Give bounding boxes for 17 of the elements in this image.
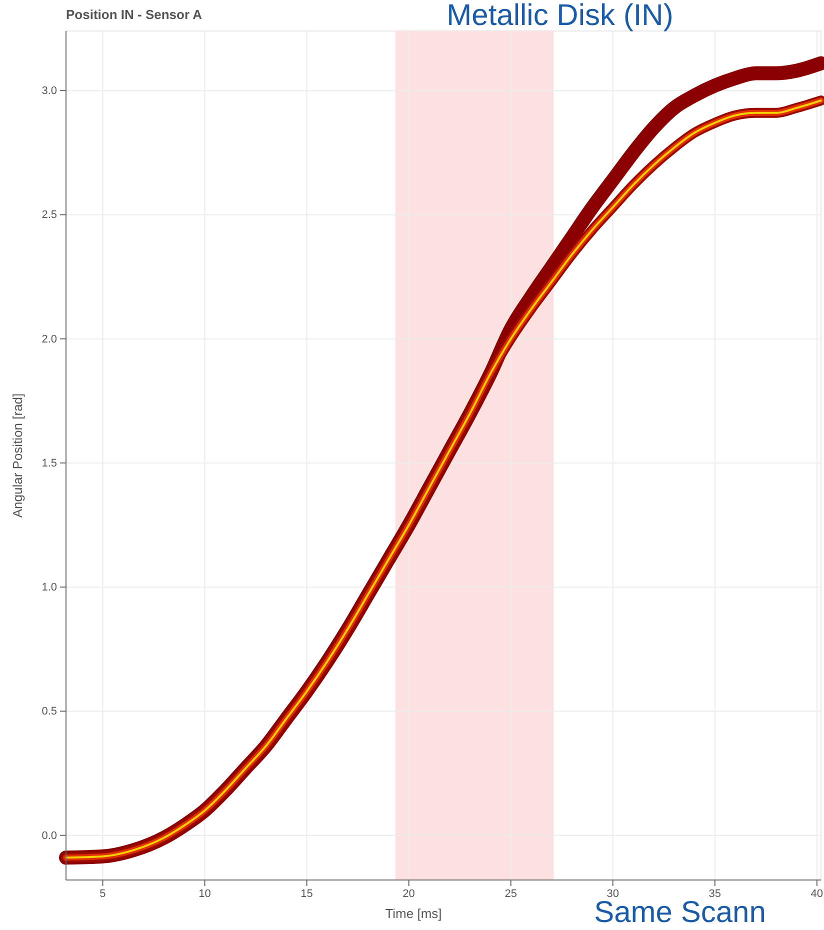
- annotation: Metallic Disk (IN): [446, 0, 674, 32]
- y-tick-label: 0.0: [42, 830, 57, 842]
- x-tick-label: 10: [198, 888, 211, 900]
- y-tick-label: 1.5: [42, 457, 57, 470]
- y-tick-label: 0.5: [42, 706, 57, 718]
- y-axis-title: Angular Position [rad]: [10, 393, 25, 518]
- x-tick-label: 15: [300, 888, 313, 900]
- x-tick-label: 5: [100, 888, 106, 900]
- y-tick-label: 3.0: [42, 85, 57, 98]
- chart-title: Position IN - Sensor A: [66, 7, 203, 22]
- x-axis-title: Time [ms]: [385, 906, 442, 921]
- x-tick-label: 25: [504, 888, 517, 900]
- y-tick-label: 1.0: [42, 582, 57, 594]
- y-tick-label: 2.0: [42, 333, 57, 346]
- x-tick-label: 40: [810, 888, 824, 900]
- x-tick-label: 20: [402, 888, 415, 900]
- y-tick-label: 2.5: [42, 209, 57, 222]
